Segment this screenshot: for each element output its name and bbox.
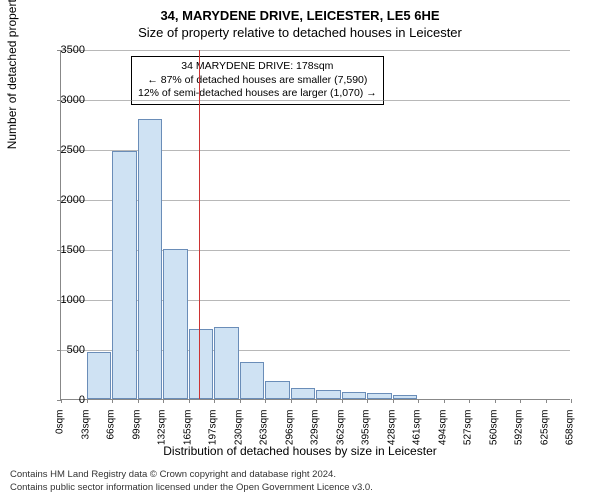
annotation-box: 34 MARYDENE DRIVE: 178sqm ← 87% of detac… bbox=[131, 56, 384, 105]
x-tick-label: 461sqm bbox=[412, 410, 423, 450]
x-tick-mark bbox=[87, 399, 88, 403]
x-tick-mark bbox=[444, 399, 445, 403]
y-tick-label: 3500 bbox=[61, 44, 85, 56]
histogram-bar bbox=[367, 393, 392, 399]
y-tick-label: 2500 bbox=[61, 144, 85, 156]
x-tick-label: 527sqm bbox=[463, 410, 474, 450]
annotation-line-3: 12% of semi-detached houses are larger (… bbox=[138, 87, 377, 101]
x-tick-mark bbox=[367, 399, 368, 403]
y-tick-label: 2000 bbox=[61, 194, 85, 206]
histogram-bar bbox=[189, 329, 214, 399]
y-tick-label: 0 bbox=[79, 394, 85, 406]
x-tick-mark bbox=[189, 399, 190, 403]
x-tick-mark bbox=[265, 399, 266, 403]
x-tick-mark bbox=[163, 399, 164, 403]
x-tick-mark bbox=[291, 399, 292, 403]
footer-attribution: Contains HM Land Registry data © Crown c… bbox=[10, 469, 373, 494]
histogram-bar bbox=[342, 392, 367, 399]
x-tick-label: 197sqm bbox=[208, 410, 219, 450]
y-axis-label: Number of detached properties bbox=[5, 0, 19, 149]
x-tick-label: 165sqm bbox=[182, 410, 193, 450]
x-tick-mark bbox=[112, 399, 113, 403]
chart-plot-area: 34 MARYDENE DRIVE: 178sqm ← 87% of detac… bbox=[60, 50, 570, 400]
x-tick-label: 263sqm bbox=[259, 410, 270, 450]
x-tick-label: 329sqm bbox=[310, 410, 321, 450]
footer-line-2: Contains public sector information licen… bbox=[10, 482, 373, 494]
x-tick-mark bbox=[316, 399, 317, 403]
x-tick-mark bbox=[418, 399, 419, 403]
x-tick-label: 362sqm bbox=[335, 410, 346, 450]
y-tick-label: 3000 bbox=[61, 94, 85, 106]
histogram-bar bbox=[214, 327, 239, 399]
x-tick-mark bbox=[393, 399, 394, 403]
page-title: 34, MARYDENE DRIVE, LEICESTER, LE5 6HE bbox=[0, 0, 600, 23]
x-tick-mark bbox=[469, 399, 470, 403]
x-tick-label: 132sqm bbox=[157, 410, 168, 450]
annotation-line-2: ← 87% of detached houses are smaller (7,… bbox=[138, 74, 377, 88]
x-tick-mark bbox=[214, 399, 215, 403]
x-tick-mark bbox=[240, 399, 241, 403]
y-tick-mark bbox=[57, 350, 61, 351]
x-tick-label: 658sqm bbox=[565, 410, 576, 450]
x-tick-label: 0sqm bbox=[55, 410, 66, 450]
x-tick-label: 230sqm bbox=[233, 410, 244, 450]
x-tick-label: 625sqm bbox=[539, 410, 550, 450]
x-tick-mark bbox=[546, 399, 547, 403]
histogram-bar bbox=[138, 119, 163, 399]
x-tick-label: 66sqm bbox=[106, 410, 117, 450]
x-tick-label: 395sqm bbox=[361, 410, 372, 450]
x-tick-mark bbox=[495, 399, 496, 403]
grid-line bbox=[61, 50, 570, 51]
x-tick-mark bbox=[342, 399, 343, 403]
y-tick-label: 1000 bbox=[61, 294, 85, 306]
histogram-bar bbox=[291, 388, 316, 399]
x-tick-label: 494sqm bbox=[437, 410, 448, 450]
histogram-bar bbox=[112, 151, 137, 399]
x-tick-mark bbox=[138, 399, 139, 403]
x-tick-mark bbox=[61, 399, 62, 403]
x-tick-label: 33sqm bbox=[80, 410, 91, 450]
histogram-bar bbox=[393, 395, 418, 399]
grid-line bbox=[61, 100, 570, 101]
histogram-bar bbox=[265, 381, 290, 399]
x-tick-label: 560sqm bbox=[488, 410, 499, 450]
x-tick-label: 296sqm bbox=[284, 410, 295, 450]
x-tick-label: 592sqm bbox=[514, 410, 525, 450]
x-tick-mark bbox=[571, 399, 572, 403]
histogram-bar bbox=[87, 352, 112, 399]
x-tick-label: 428sqm bbox=[386, 410, 397, 450]
x-tick-label: 99sqm bbox=[131, 410, 142, 450]
histogram-bar bbox=[316, 390, 341, 399]
histogram-bar bbox=[163, 249, 188, 399]
y-tick-label: 1500 bbox=[61, 244, 85, 256]
reference-line bbox=[199, 50, 200, 399]
footer-line-1: Contains HM Land Registry data © Crown c… bbox=[10, 469, 373, 481]
x-tick-mark bbox=[520, 399, 521, 403]
annotation-line-1: 34 MARYDENE DRIVE: 178sqm bbox=[138, 60, 377, 74]
y-tick-label: 500 bbox=[67, 344, 85, 356]
histogram-bar bbox=[240, 362, 265, 399]
page-subtitle: Size of property relative to detached ho… bbox=[0, 23, 600, 40]
